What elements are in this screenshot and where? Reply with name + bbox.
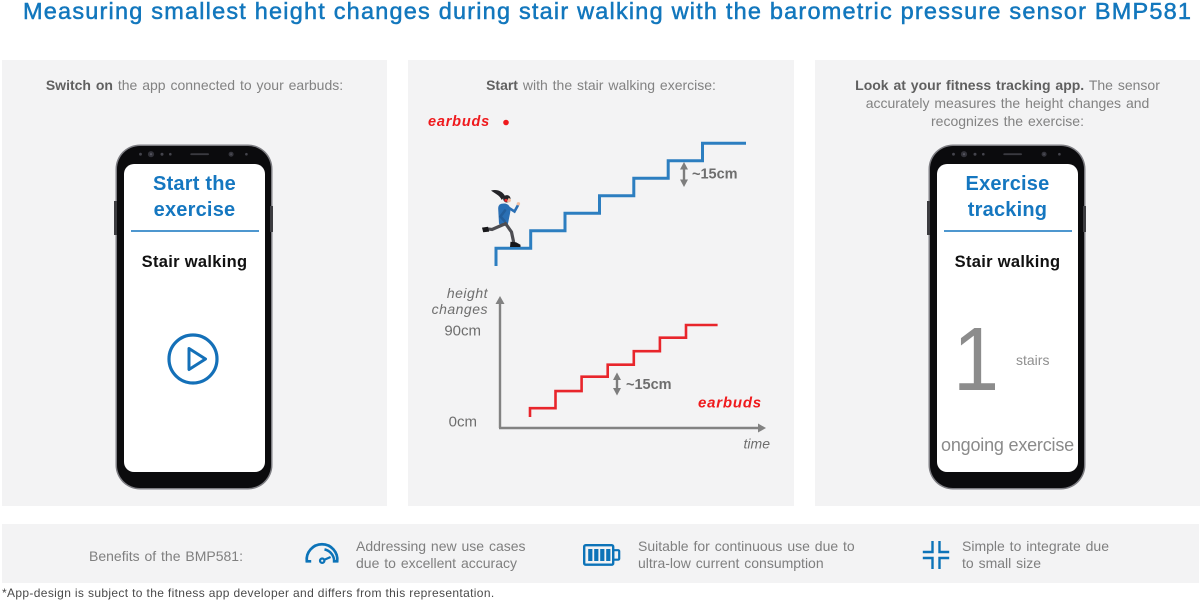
svg-text:height: height [447, 285, 489, 301]
svg-text:time: time [744, 436, 771, 452]
svg-text:earbuds: earbuds [698, 395, 762, 412]
svg-text:90cm: 90cm [444, 323, 481, 340]
svg-text:~15cm: ~15cm [626, 377, 672, 393]
svg-text:0cm: 0cm [449, 414, 477, 431]
svg-text:changes: changes [432, 301, 488, 317]
svg-text:~15cm: ~15cm [692, 167, 738, 183]
svg-text:earbuds: earbuds [428, 114, 490, 130]
